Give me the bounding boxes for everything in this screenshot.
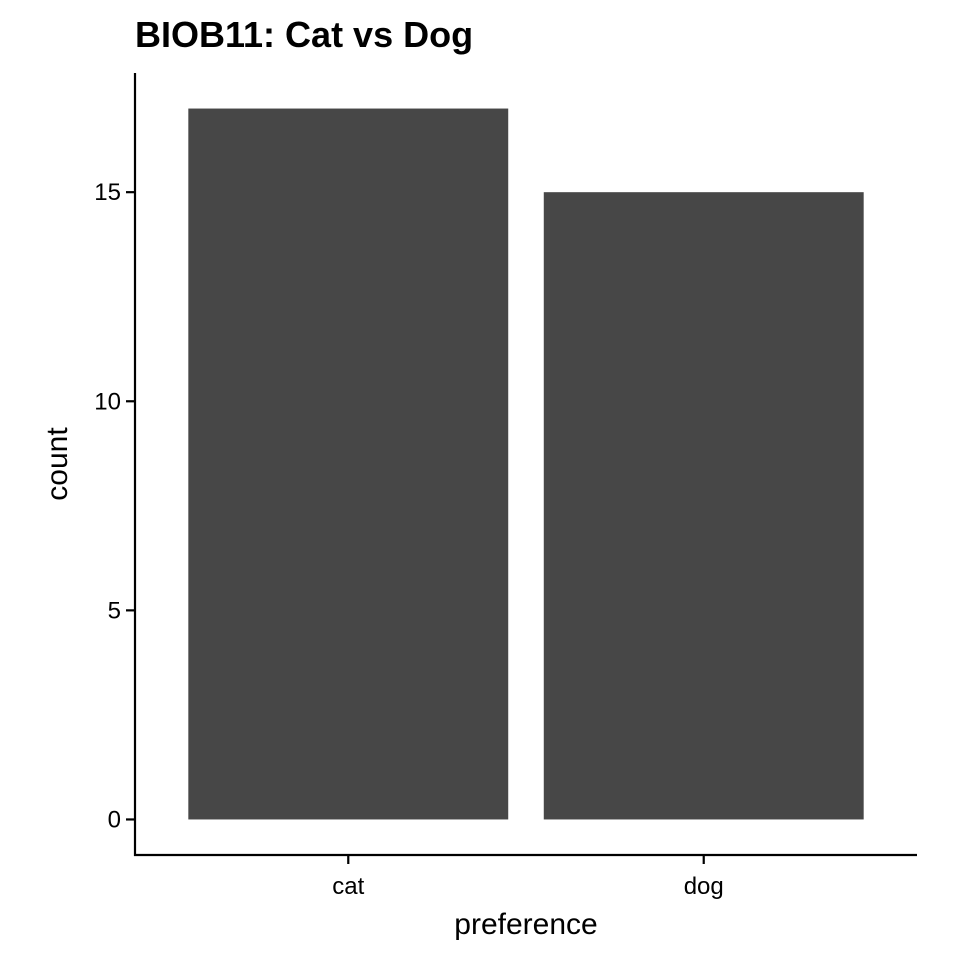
x-axis-ticks: cat dog bbox=[332, 855, 724, 900]
bar-dog bbox=[543, 192, 864, 820]
y-tick-label-5: 5 bbox=[108, 597, 121, 624]
y-tick-label-10: 10 bbox=[94, 388, 121, 415]
y-tick-label-0: 0 bbox=[108, 806, 121, 833]
bars bbox=[188, 108, 864, 820]
x-tick-label-dog: dog bbox=[684, 873, 724, 900]
x-tick-label-cat: cat bbox=[332, 873, 364, 900]
bar-cat bbox=[188, 108, 509, 820]
y-tick-label-15: 15 bbox=[94, 179, 121, 206]
chart-title: BIOB11: Cat vs Dog bbox=[135, 14, 473, 55]
x-axis-title: preference bbox=[454, 908, 597, 941]
y-axis-ticks: 0 5 10 15 bbox=[94, 179, 135, 833]
y-axis-title: count bbox=[41, 427, 74, 501]
